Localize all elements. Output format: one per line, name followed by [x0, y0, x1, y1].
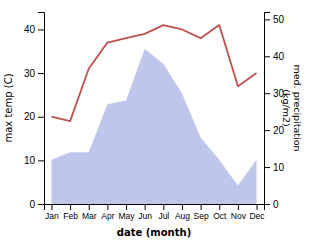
y-axis-tick: 20	[24, 111, 44, 122]
y2-axis-tick-label: 10	[273, 162, 285, 173]
chart-container: Jan Feb Mar Apr MayJun Jul Aug Sep Oct NovDec 0 10 2…	[0, 0, 318, 242]
x-axis-tick: Oct	[213, 204, 227, 221]
y-axis-line	[38, 13, 45, 205]
chart: Jan Feb Mar Apr MayJun Jul Aug Sep Oct NovDec 0 10 2…	[0, 0, 318, 242]
x-axis-tick-label: Oct	[213, 211, 227, 221]
y-axis-tick: 10	[24, 155, 44, 166]
x-axis-tick: Jul	[158, 204, 169, 221]
y-axis-tick-label: 20	[24, 111, 36, 122]
x-axis-tick-mark	[238, 204, 239, 210]
x-axis-tick: Jun	[138, 204, 152, 221]
x-axis-tick: Sep	[194, 204, 209, 221]
x-axis-tick-label: Dec	[249, 211, 265, 221]
x-axis-tick-label: Jun	[138, 211, 152, 221]
y2-axis-tick-mark	[264, 56, 270, 57]
y2-axis-tick: 40	[264, 51, 285, 62]
y-axis-tick: 30	[24, 68, 44, 79]
x-axis-tick-label: Feb	[63, 211, 78, 221]
y2-axis-tick-mark	[264, 19, 270, 20]
x-axis-tick-mark	[145, 204, 146, 210]
x-axis-tick-mark	[163, 204, 164, 210]
x-axis-tick: May	[119, 204, 136, 221]
x-axis-tick-mark	[126, 204, 127, 210]
x-axis-tick: Jan	[45, 204, 59, 221]
y-axis: 0 10 20 30 40	[24, 13, 45, 210]
x-axis-tick-label: Nov	[231, 211, 247, 221]
y2-axis-tick: 0	[264, 199, 279, 210]
x-axis-tick-label: Mar	[82, 211, 97, 221]
y-axis-tick-mark	[38, 73, 44, 74]
y2-axis-tick-mark	[264, 93, 270, 94]
y-axis-tick-mark	[38, 204, 44, 205]
x-axis-tick-label: Aug	[175, 211, 190, 221]
y2-axis-tick-label: 40	[273, 51, 285, 62]
precipitation-area	[51, 49, 256, 204]
y-axis-title: max temp (C)	[3, 73, 14, 142]
x-axis-tick: Feb	[63, 204, 78, 221]
x-axis-tick-mark	[70, 204, 71, 210]
y-axis-tick-mark	[38, 29, 44, 30]
plot: Jan Feb Mar Apr MayJun Jul Aug Sep Oct NovDec 0 10 2…	[24, 13, 285, 222]
x-axis-tick-mark	[257, 204, 258, 210]
y2-axis-tick-label: 50	[273, 14, 285, 25]
x-axis-tick-label: May	[119, 211, 136, 221]
x-axis-tick-label: Sep	[194, 211, 209, 221]
y-axis-tick-mark	[38, 117, 44, 118]
x-axis-tick-mark	[201, 204, 202, 210]
y2-axis-title-line: med. precipitation	[292, 64, 303, 151]
x-axis: Jan Feb Mar Apr MayJun Jul Aug Sep Oct NovDec	[45, 204, 266, 221]
y2-axis-line	[265, 13, 271, 205]
temperature-line	[51, 25, 256, 121]
y2-axis-title-line: (kg/m2)	[281, 89, 292, 126]
x-axis-tick: Apr	[101, 204, 114, 221]
x-axis-tick-label: Jul	[158, 211, 169, 221]
x-axis-tick-label: Apr	[101, 211, 114, 221]
x-axis-tick-mark	[219, 204, 220, 210]
x-axis-line	[45, 205, 265, 211]
marks	[51, 25, 256, 204]
x-axis-tick: Nov	[231, 204, 247, 221]
y2-axis-tick-label: 0	[273, 199, 279, 210]
y2-axis-tick: 10	[264, 162, 285, 173]
y-axis-tick-label: 0	[29, 199, 35, 210]
y-axis-tick-label: 30	[24, 68, 36, 79]
x-axis-tick: Aug	[175, 204, 190, 221]
x-axis-title: date (month)	[117, 227, 191, 238]
x-axis-tick-mark	[182, 204, 183, 210]
y2-axis-tick-mark	[264, 167, 270, 168]
y-axis-tick: 0	[29, 199, 44, 210]
y2-axis-tick-mark	[264, 130, 270, 131]
y2-axis-tick-mark	[264, 204, 270, 205]
y-axis-tick: 40	[24, 24, 44, 35]
y2-axis-title: med. precipitation(kg/m2)	[281, 64, 303, 151]
y-axis-tick-mark	[38, 160, 44, 161]
x-axis-tick-label: Jan	[45, 211, 59, 221]
y-axis-tick-label: 40	[24, 24, 36, 35]
x-axis-tick-mark	[107, 204, 108, 210]
x-axis-tick: Dec	[249, 204, 265, 221]
y-axis-tick-label: 10	[24, 155, 36, 166]
y2-axis-tick: 50	[264, 14, 285, 25]
x-axis-tick: Mar	[82, 204, 97, 221]
x-axis-tick-mark	[89, 204, 90, 210]
x-axis-tick-mark	[51, 204, 52, 210]
